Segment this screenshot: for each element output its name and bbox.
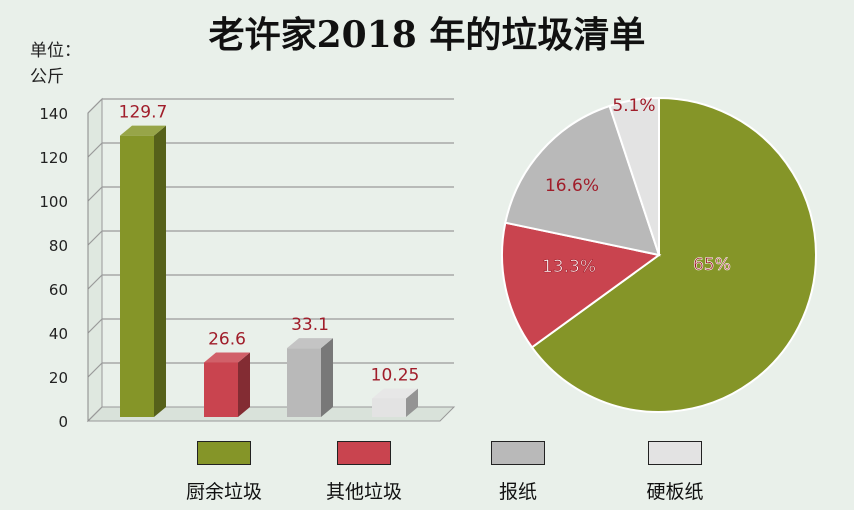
pie-slice [530, 96, 817, 413]
bar-side [154, 125, 166, 417]
bar-value-label: 10.25 [371, 365, 420, 385]
pie-slice [504, 104, 661, 257]
bar-top [120, 125, 166, 136]
bar [372, 388, 418, 417]
y-tick-label: 0 [58, 413, 68, 431]
pie-value-label: 13.3% [542, 257, 596, 277]
bar [204, 352, 250, 417]
legend-item-cardboard: 硬板纸 [600, 441, 750, 504]
bar-side [321, 338, 333, 417]
gridline-depth [87, 362, 103, 378]
bar-front [120, 135, 154, 417]
bar-chart-value-labels: 129.7 26.6 33.1 10.25 [119, 103, 420, 386]
pie-chart: 65% 13.3% 16.6% 5.1% [501, 96, 817, 413]
y-tick-label: 60 [49, 281, 68, 299]
bar-top [287, 338, 333, 349]
bar-value-label: 129.7 [119, 103, 168, 123]
bar-top [372, 388, 418, 399]
gridline-depth [87, 230, 103, 246]
bar-chart-y-axis: 0 20 40 60 80 100 120 140 [39, 105, 89, 431]
legend-item-newspaper: 报纸 [443, 441, 593, 504]
chart-canvas: 0 20 40 60 80 100 120 140 129.7 26.6 33.1 10.25 65… [39, 96, 817, 431]
legend-label: 报纸 [498, 481, 537, 503]
gridline-depth [87, 274, 103, 290]
gridline-depth [87, 318, 103, 334]
bar [287, 338, 333, 417]
unit-label: 单位： [30, 41, 81, 61]
left-wall [87, 97, 103, 423]
legend-item-kitchen: 厨余垃圾 [149, 441, 299, 504]
legend-label: 其他垃圾 [325, 481, 402, 503]
gridline-depth [87, 98, 103, 114]
legend: 厨余垃圾 其他垃圾 报纸 硬板纸 [0, 441, 854, 510]
unit-value: 公斤 [30, 67, 64, 87]
bar-top [204, 352, 250, 363]
bar-side [406, 388, 418, 417]
legend-swatch-cardboard [648, 441, 702, 465]
pie-slice [501, 221, 662, 349]
bar-side [238, 352, 250, 417]
legend-swatch-other [337, 441, 391, 465]
legend-swatch-newspaper [491, 441, 545, 465]
bar-value-label: 33.1 [291, 315, 329, 335]
y-tick-label: 140 [39, 105, 68, 123]
legend-swatch-kitchen [197, 441, 251, 465]
y-tick-label: 40 [49, 325, 68, 343]
gridline-depth [87, 142, 103, 158]
y-tick-label: 20 [49, 369, 68, 387]
bar-front [372, 398, 406, 417]
bar [120, 125, 166, 417]
gridline-depth [87, 186, 103, 202]
pie-value-label: 16.6% [545, 176, 599, 196]
bar-value-label: 26.6 [208, 329, 246, 349]
bar-front [287, 348, 321, 417]
y-tick-label: 120 [39, 149, 68, 167]
y-tick-label: 100 [39, 193, 68, 211]
legend-item-other: 其他垃圾 [289, 441, 439, 504]
bar-front [204, 362, 238, 417]
pie-slice [608, 96, 660, 256]
y-tick-label: 80 [49, 237, 68, 255]
chart-title: 老许家2018 年的垃圾清单 [208, 14, 646, 56]
bar-chart-bars [120, 125, 418, 417]
pie-value-label: 5.1% [612, 96, 655, 116]
pie-value-label: 65% [693, 255, 731, 275]
gridline-depth [87, 406, 103, 422]
legend-label: 硬板纸 [646, 481, 704, 503]
legend-label: 厨余垃圾 [185, 481, 262, 503]
